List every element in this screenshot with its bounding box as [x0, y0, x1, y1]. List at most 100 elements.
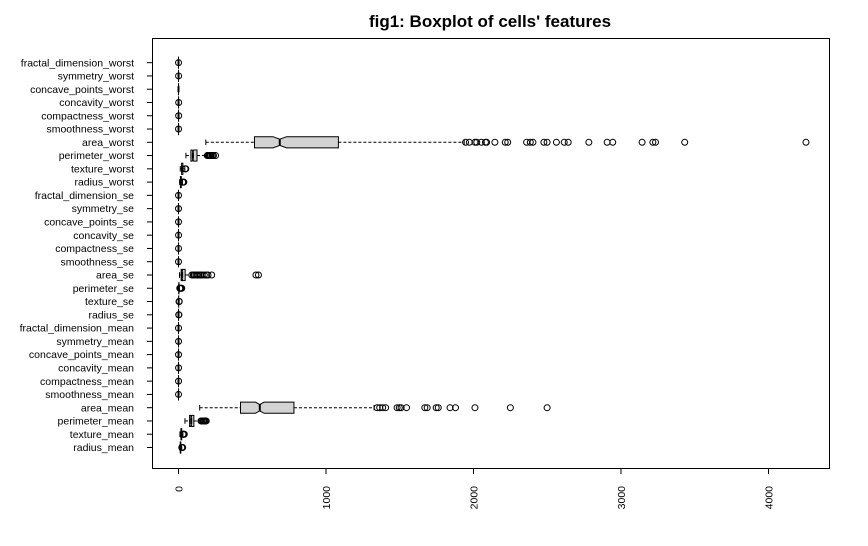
y-tick-label: smoothness_mean: [45, 389, 134, 401]
box-area-se: [179, 268, 262, 282]
y-tick-label: area_worst: [82, 137, 134, 149]
outlier-point: [552, 138, 560, 146]
outlier-point: [564, 138, 572, 146]
outlier-point: [483, 138, 491, 146]
outlier-point: [452, 404, 460, 412]
y-tick-label: smoothness_worst: [46, 124, 134, 136]
outlier-point: [208, 271, 216, 279]
outlier-point: [175, 72, 183, 80]
box-concavity-mean: [175, 361, 183, 374]
x-tick-label: 2000: [469, 486, 481, 510]
x-tick-label: 1000: [321, 486, 333, 510]
outlier-point: [180, 430, 188, 438]
y-tick-label: compactness_mean: [40, 376, 134, 388]
outlier-point: [423, 404, 431, 412]
outlier-point: [421, 404, 429, 412]
outlier-point: [175, 231, 183, 239]
outlier-point: [609, 138, 617, 146]
outlier-point: [175, 205, 183, 213]
plot-frame: [152, 38, 830, 469]
box-texture-worst: [179, 162, 190, 175]
outlier-point: [585, 138, 593, 146]
box-perimeter-se: [176, 282, 186, 295]
outlier-point: [393, 404, 401, 412]
y-tick-label: symmetry_mean: [56, 336, 134, 348]
box-symmetry-se: [175, 203, 183, 215]
y-tick-label: radius_se: [88, 309, 134, 321]
y-tick-label: texture_worst: [71, 163, 134, 175]
box-body: [190, 149, 198, 162]
outlier-point: [175, 191, 183, 199]
x-tick-label: 0: [174, 486, 186, 492]
y-tick-label: radius_mean: [73, 442, 134, 454]
y-tick-label: area_se: [96, 270, 134, 282]
plot-area: [175, 56, 810, 454]
outlier-point: [652, 138, 660, 146]
box-smoothness-mean: [175, 388, 183, 401]
outlier-point: [175, 98, 183, 106]
y-tick-label: radius_worst: [74, 177, 134, 189]
y-tick-label: texture_se: [85, 296, 134, 308]
box-radius-mean: [178, 441, 187, 454]
box-texture-se: [175, 295, 183, 308]
box-symmetry-mean: [175, 335, 183, 348]
x-tick-label: 3000: [616, 486, 628, 510]
outlier-point: [175, 377, 183, 385]
outlier-point: [504, 138, 512, 146]
y-tick-label: symmetry_se: [72, 203, 135, 215]
box-concavity-worst: [175, 96, 183, 109]
outlier-point: [526, 138, 534, 146]
outlier-point: [473, 138, 481, 146]
outlier-point: [175, 218, 183, 226]
y-tick-label: fractal_dimension_worst: [21, 57, 134, 69]
y-tick-label: fractal_dimension_mean: [20, 323, 135, 335]
outlier-point: [204, 271, 212, 279]
box-fractal-dimension-se: [175, 189, 183, 201]
outlier-point: [397, 404, 405, 412]
y-tick-label: concavity_worst: [59, 97, 134, 109]
outlier-point: [180, 178, 188, 186]
box-area-worst: [205, 136, 810, 149]
outlier-point: [465, 138, 473, 146]
outlier-point: [471, 404, 479, 412]
outlier-point: [543, 404, 551, 412]
outlier-point: [802, 138, 810, 146]
box-fractal-dimension-mean: [175, 321, 183, 335]
outlier-point: [202, 417, 210, 425]
outlier-point: [178, 284, 186, 292]
outlier-point: [200, 271, 208, 279]
y-tick-label: concavity_mean: [58, 362, 134, 374]
outlier-point: [603, 138, 611, 146]
box-area-mean: [199, 401, 551, 414]
outlier-point: [462, 138, 470, 146]
box-concave-points-mean: [175, 348, 183, 361]
y-tick-label: fractal_dimension_se: [35, 190, 134, 202]
box-radius-worst: [179, 176, 188, 189]
outlier-point: [446, 404, 454, 412]
outlier-point: [175, 244, 183, 252]
y-tick-label: concave_points_se: [44, 217, 134, 229]
chart-title: fig1: Boxplot of cells' features: [369, 12, 611, 31]
outlier-point: [175, 258, 183, 266]
outlier-point: [403, 404, 411, 412]
outlier-point: [175, 351, 183, 359]
outlier-point: [379, 404, 387, 412]
outlier-point: [175, 337, 183, 345]
box-compactness-se: [175, 242, 183, 255]
outlier-point: [175, 59, 183, 67]
y-tick-label: texture_mean: [70, 429, 134, 441]
outlier-point: [373, 404, 381, 412]
box-body: [254, 136, 339, 149]
outlier-point: [175, 311, 183, 319]
y-tick-label: perimeter_se: [73, 283, 134, 295]
y-tick-label: symmetry_worst: [58, 71, 135, 83]
outlier-point: [175, 112, 183, 120]
outlier-point: [175, 125, 183, 133]
outlier-point: [649, 138, 657, 146]
box-body: [239, 401, 295, 414]
box-fractal-dimension-worst: [175, 56, 183, 69]
box-symmetry-worst: [175, 69, 183, 83]
y-tick-label: smoothness_se: [60, 256, 134, 268]
